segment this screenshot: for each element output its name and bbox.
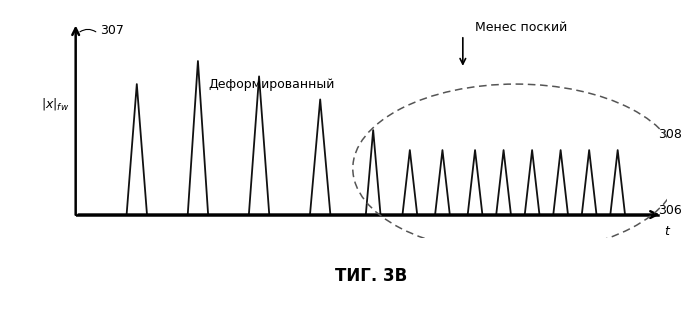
Text: 307: 307 [100,24,124,37]
Text: Деформированный: Деформированный [208,78,334,90]
Text: 306: 306 [658,204,682,217]
Text: 308: 308 [658,128,683,141]
Text: ΤИГ. 3В: ΤИГ. 3В [335,267,407,284]
Text: t: t [664,225,669,238]
Text: Менес поский: Менес поский [475,21,567,34]
Text: $|x|_{fw}$: $|x|_{fw}$ [41,96,69,112]
